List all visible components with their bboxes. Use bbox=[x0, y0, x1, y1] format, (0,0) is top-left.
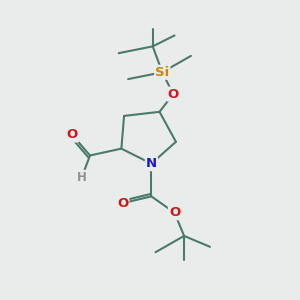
Text: O: O bbox=[67, 128, 78, 142]
Text: H: H bbox=[77, 171, 87, 184]
Text: O: O bbox=[117, 197, 128, 210]
Text: O: O bbox=[168, 88, 179, 100]
Text: Si: Si bbox=[155, 66, 169, 79]
Text: O: O bbox=[169, 206, 180, 219]
Text: N: N bbox=[146, 157, 157, 170]
